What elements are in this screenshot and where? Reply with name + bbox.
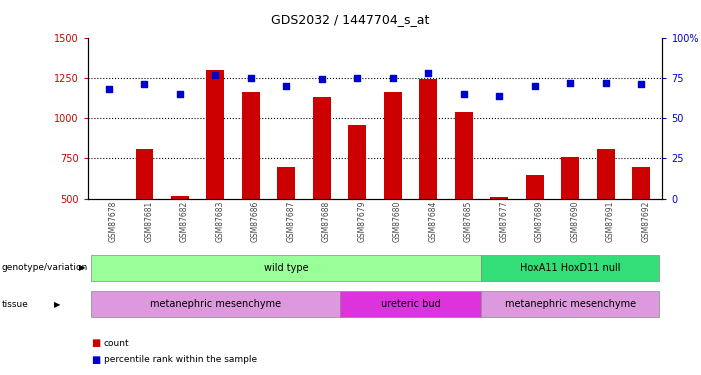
Point	[458, 91, 470, 97]
Text: GSM87688: GSM87688	[322, 201, 331, 242]
Text: count: count	[104, 339, 130, 348]
Text: GSM87692: GSM87692	[641, 201, 650, 242]
Text: GSM87690: GSM87690	[570, 201, 579, 242]
Text: ▶: ▶	[79, 263, 86, 272]
Text: HoxA11 HoxD11 null: HoxA11 HoxD11 null	[520, 263, 620, 273]
Point	[636, 81, 647, 87]
Point	[316, 76, 327, 82]
Text: metanephric mesenchyme: metanephric mesenchyme	[150, 299, 281, 309]
Bar	[455, 112, 472, 199]
Text: ureteric bud: ureteric bud	[381, 299, 440, 309]
Text: GSM87683: GSM87683	[215, 201, 224, 242]
Bar	[313, 97, 331, 199]
Point	[494, 93, 505, 99]
Text: GSM87681: GSM87681	[144, 201, 154, 242]
Bar	[491, 197, 508, 199]
Point	[423, 70, 434, 76]
Text: GSM87680: GSM87680	[393, 201, 402, 242]
Text: percentile rank within the sample: percentile rank within the sample	[104, 356, 257, 364]
Bar	[597, 149, 615, 199]
Text: ■: ■	[91, 355, 100, 365]
Point	[175, 91, 186, 97]
Text: GSM87677: GSM87677	[499, 201, 508, 242]
Text: ▶: ▶	[54, 300, 61, 309]
Bar	[242, 92, 259, 199]
Point	[529, 83, 540, 89]
Point	[280, 83, 292, 89]
Text: GSM87678: GSM87678	[109, 201, 118, 242]
Bar	[632, 167, 650, 199]
Text: wild type: wild type	[264, 263, 308, 273]
Text: genotype/variation: genotype/variation	[1, 263, 88, 272]
Bar	[384, 92, 402, 199]
Bar	[171, 195, 189, 199]
Text: tissue: tissue	[1, 300, 28, 309]
Text: GDS2032 / 1447704_s_at: GDS2032 / 1447704_s_at	[271, 13, 430, 26]
Point	[387, 75, 398, 81]
Text: GSM87687: GSM87687	[286, 201, 295, 242]
Bar	[207, 70, 224, 199]
Point	[600, 80, 611, 86]
Text: metanephric mesenchyme: metanephric mesenchyme	[505, 299, 636, 309]
Bar	[348, 124, 366, 199]
Point	[564, 80, 576, 86]
Bar	[526, 175, 543, 199]
Bar	[562, 157, 579, 199]
Point	[352, 75, 363, 81]
Text: GSM87684: GSM87684	[428, 201, 437, 242]
Point	[210, 72, 221, 78]
Point	[245, 75, 257, 81]
Text: GSM87691: GSM87691	[606, 201, 615, 242]
Text: GSM87685: GSM87685	[464, 201, 472, 242]
Point	[139, 81, 150, 87]
Point	[103, 86, 114, 92]
Text: GSM87682: GSM87682	[180, 201, 189, 242]
Bar	[278, 167, 295, 199]
Bar	[135, 149, 154, 199]
Text: GSM87679: GSM87679	[358, 201, 367, 242]
Text: ■: ■	[91, 338, 100, 348]
Text: GSM87689: GSM87689	[535, 201, 544, 242]
Text: GSM87686: GSM87686	[251, 201, 260, 242]
Bar	[419, 80, 437, 199]
